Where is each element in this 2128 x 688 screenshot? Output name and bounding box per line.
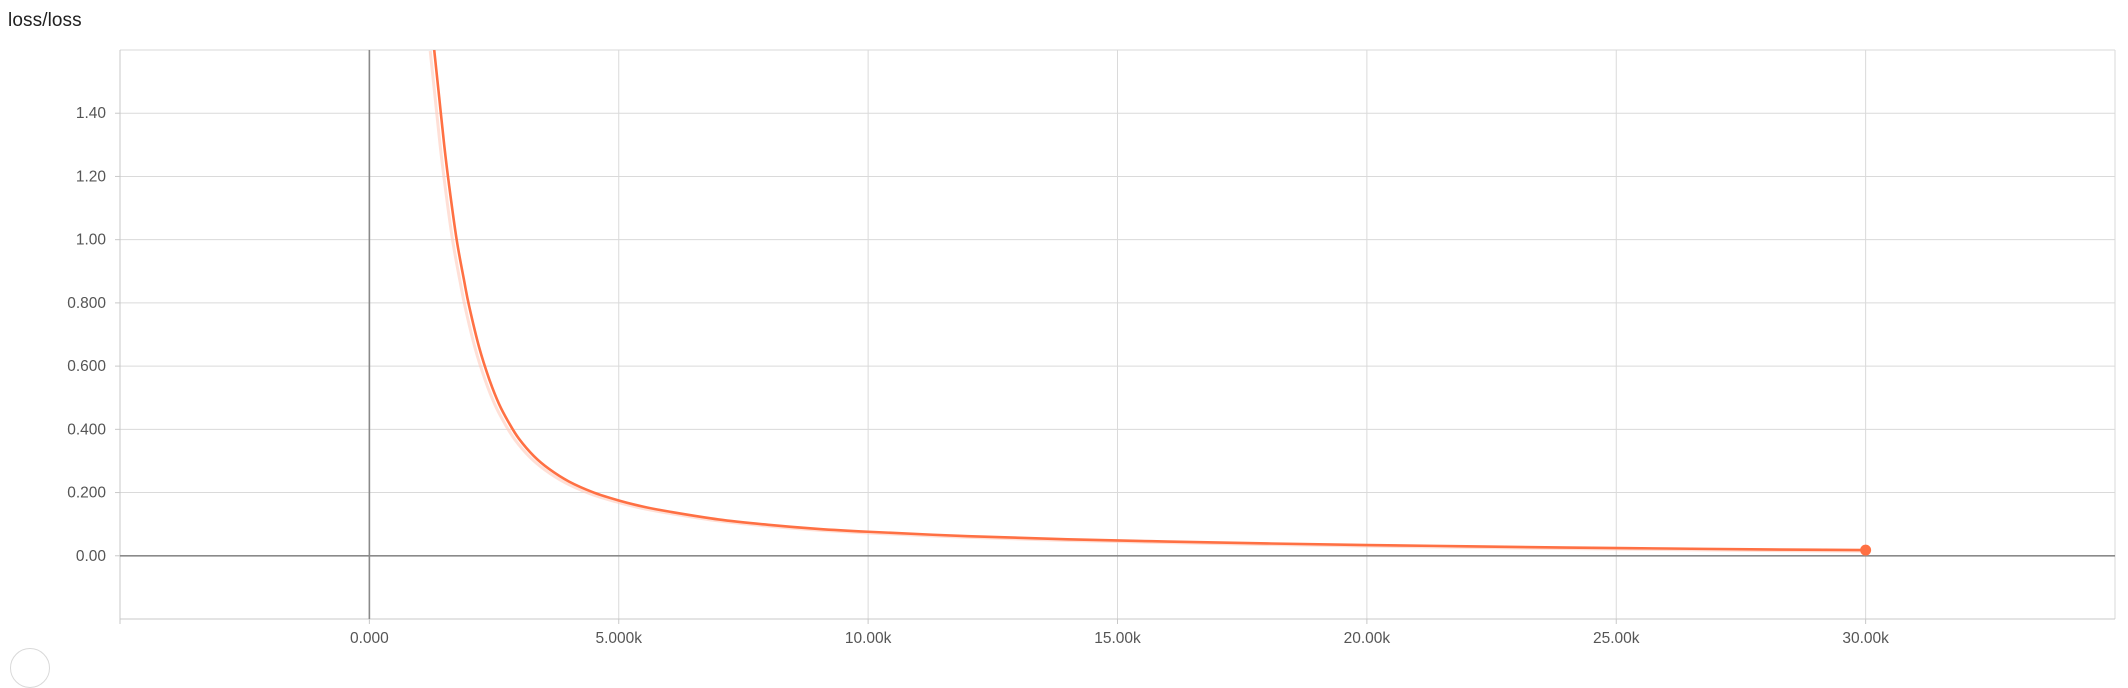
- y-tick-label: 0.00: [76, 548, 107, 565]
- y-tick-label: 0.800: [67, 295, 106, 312]
- y-tick-labels: 0.00 0.200 0.400 0.600 0.800 1.00 1.20 1.40: [67, 105, 106, 565]
- y-tick-label: 0.200: [67, 485, 106, 502]
- x-tick-label: 15.00k: [1094, 630, 1141, 647]
- x-tick-label: 5.000k: [595, 630, 642, 647]
- series-group: [428, 50, 1866, 553]
- series-raw-line: [428, 50, 1862, 553]
- y-tick-label: 1.20: [76, 168, 107, 185]
- y-tick-label: 0.400: [67, 421, 106, 438]
- chart-title: loss/loss: [8, 10, 82, 31]
- x-tick-labels: 0.000 5.000k 10.00k 15.00k 20.00k 25.00k 30.00…: [350, 630, 1889, 647]
- y-tick-label: 1.40: [76, 105, 107, 122]
- grid: [120, 49, 2116, 619]
- series-line: [432, 50, 1866, 552]
- series-end-point: [1860, 544, 1872, 556]
- y-tick-label: 0.600: [67, 358, 106, 375]
- axes: [115, 50, 2115, 624]
- x-tick-label: 20.00k: [1344, 630, 1391, 647]
- x-tick-label: 30.00k: [1842, 630, 1889, 647]
- y-tick-label: 1.00: [76, 232, 107, 249]
- x-tick-label: 0.000: [350, 630, 389, 647]
- x-tick-label: 25.00k: [1593, 630, 1640, 647]
- x-tick-label: 10.00k: [845, 630, 892, 647]
- loss-chart: 0.000 5.000k 10.00k 15.00k 20.00k 25.00k 30.00…: [67, 49, 2116, 647]
- corner-circle: [10, 648, 50, 688]
